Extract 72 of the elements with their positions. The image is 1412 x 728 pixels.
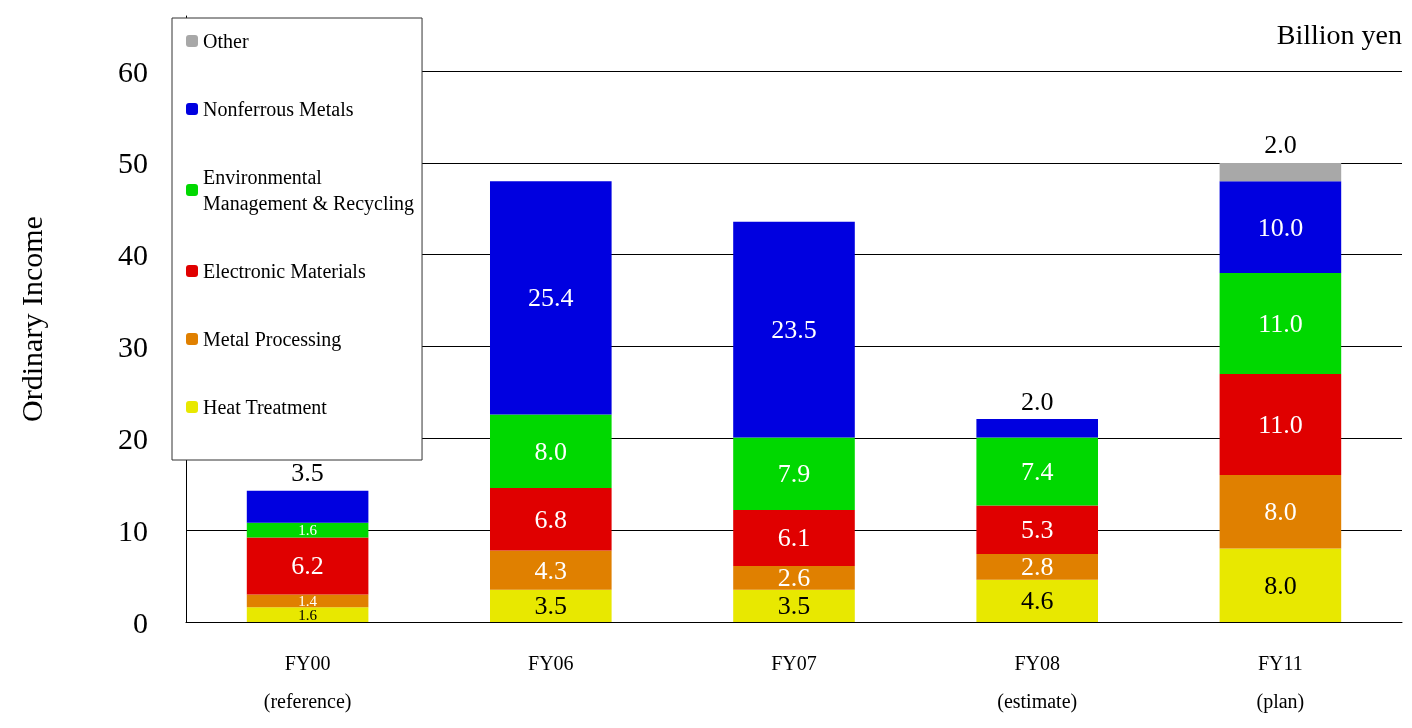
bar (976, 437, 1098, 506)
bar (246, 537, 369, 595)
bar (490, 414, 612, 488)
bar (490, 589, 612, 622)
bar (490, 181, 612, 415)
data-label: 5.3 (1020, 515, 1054, 545)
bar (976, 554, 1098, 580)
y-tick-label: 40 (118, 238, 148, 272)
bar (733, 437, 855, 510)
data-label: 6.2 (291, 551, 324, 581)
data-label: 8.0 (534, 436, 568, 466)
data-label: 3.5 (291, 458, 324, 488)
y-tick-label: 30 (118, 330, 148, 364)
data-label: 6.8 (534, 504, 568, 534)
annotation: Billion yen (1276, 18, 1403, 50)
bar (976, 419, 1098, 438)
data-label: 2.8 (1020, 552, 1054, 582)
data-label: 25.4 (528, 283, 574, 313)
legend-label: Nonferrous Metals (203, 98, 354, 120)
data-label: 3.5 (777, 591, 811, 621)
data-label: 11.0 (1258, 309, 1303, 339)
data-label: 6.1 (777, 523, 811, 553)
legend-label: Heat Treatment (203, 396, 328, 418)
data-label: 10.0 (1257, 212, 1304, 242)
x-tick-label: FY08 (estimate) (997, 652, 1078, 713)
data-label: 4.6 (1020, 586, 1054, 616)
x-tick-label: FY00 (reference) (263, 652, 352, 713)
bar (733, 509, 855, 566)
bar (1219, 162, 1342, 182)
data-label: 8.0 (1264, 497, 1297, 527)
bar (1219, 374, 1342, 476)
data-label: 4.3 (534, 555, 568, 585)
bar (1219, 181, 1342, 274)
data-label: 1.4 (298, 592, 318, 609)
bar (1219, 475, 1342, 549)
bar (246, 607, 369, 622)
y-tick-label: 60 (118, 54, 148, 88)
x-tick-label: FY07 (771, 652, 817, 674)
x-tick-label: FY06 (528, 652, 574, 674)
bar (733, 589, 855, 622)
data-label: 23.5 (771, 315, 817, 345)
legend-label: Metal Processing (203, 328, 342, 351)
data-label: 8.0 (1264, 570, 1297, 600)
data-label: 2.0 (1020, 386, 1054, 416)
bar (490, 550, 612, 590)
data-label: 7.9 (777, 459, 811, 489)
bar (733, 221, 855, 438)
bar (1219, 548, 1342, 622)
y-tick-label: 0 (133, 605, 148, 639)
data-label: 2.6 (777, 563, 811, 593)
data-label: 3.5 (534, 591, 568, 621)
bar (246, 522, 369, 538)
bar (490, 487, 612, 551)
bar (246, 490, 369, 523)
legend-label: Environmental Management & Recycling (203, 166, 415, 215)
bar (1219, 273, 1342, 375)
bar (976, 579, 1098, 622)
data-label: 1.6 (298, 522, 318, 539)
y-tick-label: 20 (118, 421, 148, 455)
bar (733, 565, 855, 590)
bar (976, 505, 1098, 555)
y-tick-label: 50 (118, 146, 148, 180)
data-label: 1.6 (298, 606, 318, 623)
data-label: 7.4 (1020, 456, 1054, 486)
legend-label: Electronic Materials (203, 260, 366, 282)
data-label: 11.0 (1258, 410, 1303, 440)
bar (246, 594, 369, 608)
data-label: 2.0 (1264, 130, 1297, 160)
x-tick-label: FY11 (plan) (1256, 652, 1305, 713)
legend-label: Other (203, 30, 249, 52)
y-axis-title: Ordinary Income (14, 216, 48, 422)
y-tick-label: 10 (118, 513, 148, 547)
